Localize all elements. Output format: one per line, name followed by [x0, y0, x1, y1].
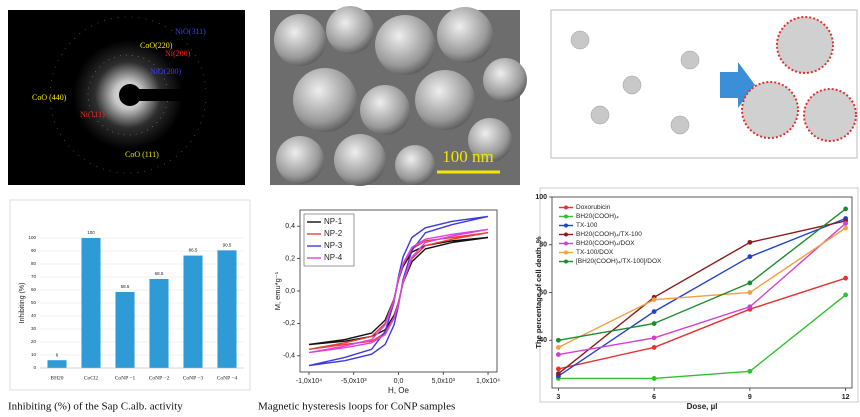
diffraction-label: CoO (440): [32, 93, 67, 102]
x-tick-label: -5,0x10³: [341, 378, 367, 385]
legend-label: NP-3: [324, 241, 343, 250]
legend-label: TX-100: [576, 222, 598, 229]
x-tick-label: 5,0x10³: [432, 378, 456, 385]
bar: [81, 238, 100, 368]
y-tick-label: 20: [31, 339, 37, 344]
y-tick-label: 60: [31, 287, 37, 292]
legend-marker: [564, 206, 568, 210]
caption: Inhibiting (%) of the Sap C.alb. activit…: [8, 401, 183, 413]
x-tick-label: CoCl2: [84, 375, 99, 381]
legend-label: BH20(COOH)₄: [576, 213, 619, 220]
x-tick-label: CoNP −2: [149, 375, 170, 381]
legend-marker: [564, 215, 568, 219]
legend-label: NP-4: [324, 253, 343, 262]
bar: [217, 250, 236, 368]
y-tick-label: 0,2: [285, 255, 295, 262]
y-tick-label: 0,4: [285, 223, 295, 230]
legend-marker: [564, 251, 568, 255]
y-axis-label: M, emu*g⁻¹: [273, 271, 282, 310]
marker: [556, 338, 561, 343]
value-label: 100: [87, 230, 95, 235]
marker: [747, 254, 752, 259]
x-tick-label: CoNP −4: [217, 375, 238, 381]
diffraction-label: NiO(311): [175, 27, 206, 36]
marker: [556, 367, 561, 372]
x-tick-label: 12: [842, 394, 850, 401]
value-label: 90.5: [223, 243, 232, 248]
marker: [652, 309, 657, 314]
diffraction-label: CoO (111): [125, 150, 159, 159]
bar: [149, 279, 168, 368]
y-axis-label: Inhibiting (%): [19, 283, 26, 324]
marker: [843, 292, 848, 297]
x-axis-label: Dose, µl: [687, 402, 718, 411]
x-tick-label: -1,0x10⁴: [296, 378, 322, 385]
legend-label: [BH20(COOH)₄/TX-100]/DOX: [576, 258, 662, 265]
marker: [556, 371, 561, 376]
legend-marker: [564, 224, 568, 228]
marker: [652, 335, 657, 340]
legend-marker: [564, 242, 568, 246]
legend-label: TX-100/DOX: [576, 249, 614, 256]
diffraction-label: Ni(200): [165, 49, 191, 58]
marker: [843, 226, 848, 231]
marker: [747, 290, 752, 295]
marker: [652, 297, 657, 302]
y-tick-label: 80: [31, 261, 37, 266]
marker: [556, 352, 561, 357]
x-tick-label: 9: [748, 394, 752, 401]
diffraction-label: Ni(111): [80, 110, 105, 119]
x-tick-label: CoNP −1: [115, 375, 136, 381]
marker: [843, 221, 848, 226]
value-label: 58.5: [121, 284, 130, 289]
y-tick-label: 0,0: [285, 288, 295, 295]
x-tick-label: CoNP −3: [183, 375, 204, 381]
legend-label: NP-2: [324, 229, 343, 238]
legend-label: NP-1: [324, 217, 343, 226]
marker: [747, 240, 752, 245]
y-tick-label: 40: [31, 313, 37, 318]
y-tick-label: 50: [31, 300, 37, 305]
bar: [183, 256, 202, 368]
marker: [652, 321, 657, 326]
legend-marker: [564, 260, 568, 264]
bar: [115, 292, 134, 368]
page: {"panels": { "diffraction": {"labels": […: [0, 0, 860, 417]
schematic-panel: [551, 10, 857, 158]
value-label: 86.5: [189, 248, 198, 253]
marker: [747, 281, 752, 286]
diffraction-label: NiO(200): [150, 67, 181, 76]
marker: [652, 376, 657, 381]
y-tick-label: 30: [31, 326, 37, 331]
x-tick-label: 1,0x10⁴: [476, 378, 500, 385]
marker: [652, 345, 657, 350]
x-tick-label: 6: [652, 394, 656, 401]
y-tick-label: 70: [31, 274, 37, 279]
legend-label: BH20(COOH)₄/DOX: [576, 240, 635, 247]
figure-collage: NiO(311)CoO(220)Ni(200)NiO(200)CoO (440)…: [0, 0, 860, 417]
y-tick-label: 10: [31, 352, 37, 357]
scale-bar-label: 100 nm: [442, 147, 493, 166]
marker: [843, 207, 848, 212]
y-tick-label: -0,2: [283, 320, 295, 327]
caption: Magnetic hysteresis loops for CoNP sampl…: [258, 401, 455, 413]
value-label: 68.5: [155, 271, 164, 276]
legend-label: BH20(COOH)₄/TX-100: [576, 231, 642, 238]
x-axis-label: H, Oe: [388, 386, 409, 395]
marker: [556, 345, 561, 350]
bar: [47, 360, 66, 368]
y-tick-label: 100: [535, 194, 547, 201]
legend-label: Doxorubicin: [576, 204, 611, 211]
x-tick-label: 3: [556, 394, 560, 401]
marker: [843, 276, 848, 281]
y-tick-label: -0,4: [283, 353, 295, 360]
y-tick-label: 100: [28, 235, 36, 240]
x-tick-label: 0,0: [394, 378, 404, 385]
legend-marker: [564, 233, 568, 237]
marker: [747, 304, 752, 309]
y-tick-label: 90: [31, 248, 37, 253]
y-axis-label: The percentage of cell death, %: [534, 236, 543, 348]
marker: [747, 369, 752, 374]
x-tick-label: BH20: [50, 375, 63, 381]
